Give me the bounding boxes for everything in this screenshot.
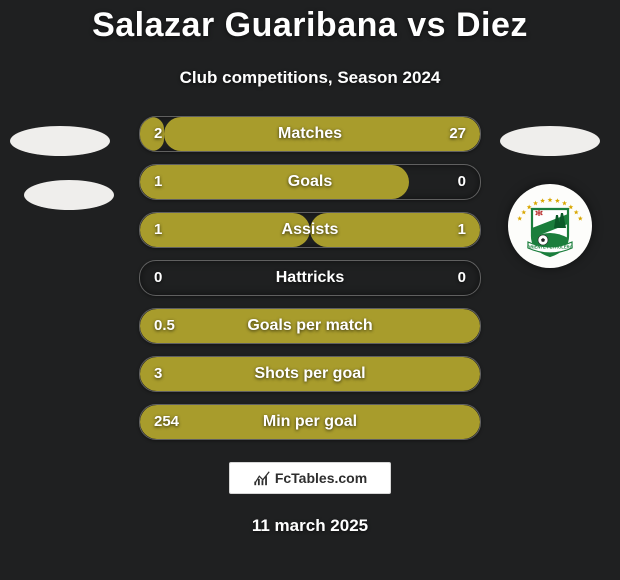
- brand-text: FcTables.com: [275, 470, 367, 486]
- stat-row: 10Goals: [139, 164, 481, 200]
- player-badge-left-1: [10, 126, 110, 156]
- comparison-card: Salazar Guaribana vs Diez Club competiti…: [0, 6, 620, 580]
- brand-badge[interactable]: FcTables.com: [229, 462, 391, 494]
- brand-icon: [253, 469, 271, 487]
- stat-row: 254Min per goal: [139, 404, 481, 440]
- page-title: Salazar Guaribana vs Diez: [0, 6, 620, 45]
- stat-label: Shots per goal: [140, 357, 480, 391]
- stat-label: Goals: [140, 165, 480, 199]
- stats-list: 227Matches 10Goals 11Assists 00Hattricks 0.5…: [0, 116, 620, 440]
- player-badge-left-2: [24, 180, 114, 210]
- stat-label: Hattricks: [140, 261, 480, 295]
- stat-label: Goals per match: [140, 309, 480, 343]
- stat-label: Min per goal: [140, 405, 480, 439]
- date-label: 11 march 2025: [0, 516, 620, 536]
- club-crest: ORIENTE PETROLERO: [508, 184, 592, 268]
- stat-row: 227Matches: [139, 116, 481, 152]
- stat-label: Matches: [140, 117, 480, 151]
- subtitle: Club competitions, Season 2024: [0, 68, 620, 88]
- stat-row: 3Shots per goal: [139, 356, 481, 392]
- stat-row: 0.5Goals per match: [139, 308, 481, 344]
- stat-row: 00Hattricks: [139, 260, 481, 296]
- stat-row: 11Assists: [139, 212, 481, 248]
- crest-banner-text: ORIENTE PETROLERO: [527, 245, 574, 250]
- player-badge-right-1: [500, 126, 600, 156]
- stat-label: Assists: [140, 213, 480, 247]
